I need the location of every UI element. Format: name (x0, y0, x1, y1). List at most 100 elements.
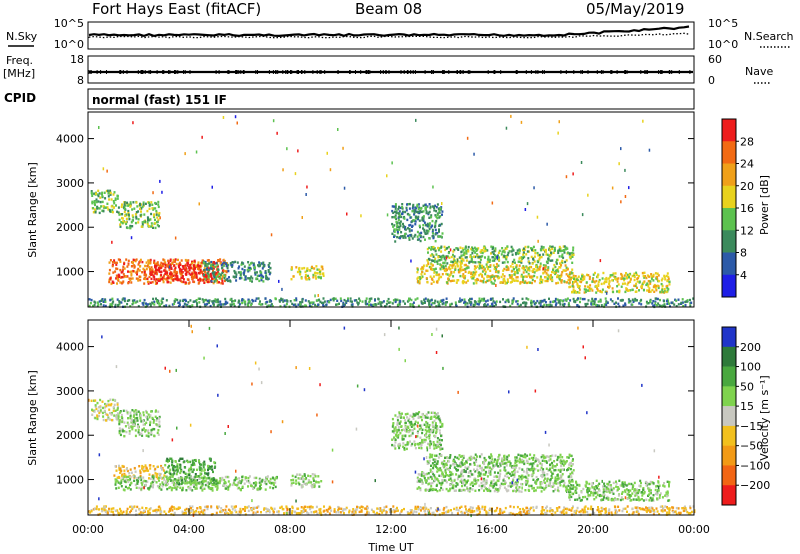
echo-region-0-8 (416, 262, 574, 285)
echo-region-1-5 (290, 473, 323, 489)
echo-region-0-0 (90, 189, 120, 215)
power-colorbar: 4 8 12 16 20 24 28 (721, 118, 754, 298)
freq-unit-label: [MHz] (3, 67, 35, 80)
time-x-axis: 00:00 04:00 08:00 12:00 16:00 20:00 00:00 (72, 320, 710, 536)
beam-title: Beam 08 (355, 0, 422, 18)
power-panel: 1000 2000 3000 4000 Slant Range [km] 4 8 12 16… (26, 111, 771, 309)
colorbar-tick-0-3: 16 (740, 202, 754, 215)
colorbar-tick-1-6: −100 (740, 459, 770, 472)
colorbar-tick-1-0: 200 (740, 341, 761, 354)
power-y-axis: 1000 2000 3000 4000 (56, 133, 694, 279)
date-title: 05/May/2019 (586, 0, 684, 18)
xtick-0: 00:00 (72, 523, 104, 536)
freq-right-bottom-tick: 0 (708, 74, 715, 87)
colorbar-tick-1-5: −50 (740, 440, 763, 453)
colorbar-swatch-0-7 (722, 274, 736, 298)
echo-region-1-8 (416, 470, 574, 493)
nsky-label: N.Sky (6, 30, 38, 43)
freq-left-bottom-tick: 8 (77, 74, 84, 87)
echo-region-1-10 (88, 505, 696, 517)
colorbar-tick-1-1: 100 (740, 361, 761, 374)
echo-region-1-4 (114, 475, 278, 492)
colorbar-swatch-0-4 (722, 208, 736, 231)
xtick-1: 04:00 (173, 523, 205, 536)
nsky-right-bottom-tick: 10^0 (708, 38, 738, 51)
time-axis-label: Time UT (367, 541, 413, 554)
xtick-3: 12:00 (375, 523, 407, 536)
colorbar-swatch-1-7 (722, 465, 736, 486)
colorbar-tick-1-2: 50 (740, 380, 754, 393)
panel0-ytick-3000: 3000 (56, 177, 84, 190)
colorbar-swatch-0-5 (722, 230, 736, 253)
colorbar-swatch-0-1 (722, 141, 736, 164)
echo-region-0-9 (568, 271, 671, 294)
colorbar-tick-0-2: 12 (740, 224, 754, 237)
colorbar-swatch-1-8 (722, 485, 736, 506)
colorbar-tick-0-1: 8 (740, 247, 747, 260)
colorbar-tick-0-0: 4 (740, 269, 747, 282)
panel0-ytick-1000: 1000 (56, 266, 84, 279)
velocity-y-axis: 1000 2000 3000 4000 (56, 341, 694, 487)
cpid-strip: CPID normal (fast) 151 IF (4, 88, 695, 110)
velocity-colorbar-label: Velocity [m s⁻¹] (758, 375, 771, 460)
velocity-colorbar: 200 100 50 15 −15 −50 −100 −200 (721, 326, 770, 506)
colorbar-swatch-1-1 (722, 346, 736, 367)
freq-left-top-tick: 18 (70, 53, 84, 66)
colorbar-swatch-1-6 (722, 445, 736, 466)
freq-dots (88, 70, 691, 74)
cpid-mode: normal (fast) 151 IF (92, 93, 227, 107)
panel1-ytick-3000: 3000 (56, 385, 84, 398)
panel1-ytick-4000: 4000 (56, 341, 84, 354)
colorbar-swatch-0-2 (722, 163, 736, 187)
xtick-6: 00:00 (678, 523, 710, 536)
echo-region-0-6 (391, 202, 444, 243)
panel1-ytick-2000: 2000 (56, 429, 84, 442)
freq-right-top-tick: 60 (708, 53, 722, 66)
xtick-4: 16:00 (476, 523, 508, 536)
echo-region-1-0 (90, 398, 120, 422)
colorbar-tick-0-4: 20 (740, 180, 754, 193)
station-title: Fort Hays East (fitACF) (92, 0, 261, 18)
nsky-right-top-tick: 10^5 (708, 17, 738, 30)
colorbar-tick-1-4: −15 (740, 420, 763, 433)
colorbar-swatch-1-3 (722, 386, 736, 407)
echo-region-1-1 (118, 409, 161, 438)
colorbar-tick-1-7: −200 (740, 479, 770, 492)
echo-region-0-7 (426, 245, 575, 265)
colorbar-swatch-1-2 (722, 366, 736, 387)
panel0-ytick-2000: 2000 (56, 221, 84, 234)
panel1-ytick-1000: 1000 (56, 474, 84, 487)
echo-region-1-7 (426, 453, 575, 474)
echo-region-0-1 (118, 200, 161, 230)
power-echo-layer (88, 114, 695, 309)
colorbar-swatch-1-0 (722, 327, 736, 348)
nsky-left-bottom-tick: 10^0 (54, 38, 84, 51)
colorbar-swatch-0-0 (722, 119, 736, 142)
colorbar-tick-0-6: 28 (740, 135, 754, 148)
power-colorbar-label: Power [dB] (758, 175, 771, 235)
echo-region-1-6 (391, 411, 444, 451)
nave-label: Nave (745, 65, 773, 78)
colorbar-swatch-0-6 (722, 252, 736, 276)
colorbar-swatch-1-4 (722, 406, 736, 427)
colorbar-tick-0-5: 24 (740, 158, 754, 171)
panel0-ytick-4000: 4000 (56, 133, 84, 146)
velocity-echo-layer (88, 324, 696, 518)
velocity-y-label: Slant Range [km] (26, 370, 39, 466)
nsky-trace (88, 25, 690, 38)
freq-label: Freq. (6, 54, 33, 67)
colorbar-swatch-1-5 (722, 425, 736, 446)
cpid-label: CPID (4, 91, 36, 105)
nsearch-label: N.Search (744, 30, 794, 43)
colorbar-swatch-0-3 (722, 185, 736, 209)
xtick-2: 08:00 (274, 523, 306, 536)
echo-region-1-9 (568, 479, 671, 502)
freq-strip: Freq. [MHz] 18 8 60 0 Nave (3, 53, 773, 87)
echo-region-0-5 (290, 265, 325, 281)
colorbar-tick-1-3: 15 (740, 400, 754, 413)
nsky-strip: N.Sky 10^5 10^0 10^5 10^0 N.Search (6, 17, 794, 51)
nsky-left-top-tick: 10^5 (54, 17, 84, 30)
xtick-5: 20:00 (577, 523, 609, 536)
